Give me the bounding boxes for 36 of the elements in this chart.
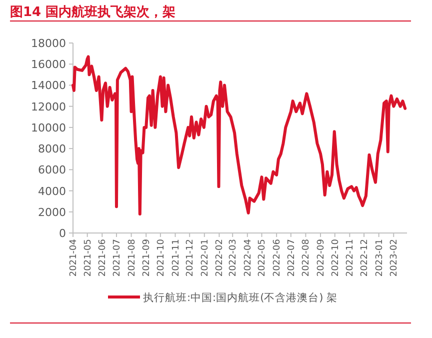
y-tick-label: 8000 — [38, 142, 66, 156]
x-tick-label: 2021-06 — [98, 238, 108, 277]
y-tick-label: 18000 — [31, 37, 66, 50]
y-tick-label: 12000 — [31, 100, 66, 114]
legend-label: 执行航班:中国:国内航班(不含港澳台) 架 — [143, 291, 338, 304]
line-series — [72, 55, 407, 216]
x-tick-label: 2021-10 — [156, 238, 166, 277]
x-tick-label: 2022-02 — [215, 239, 226, 277]
y-tick-label: 16000 — [31, 58, 66, 72]
x-tick-label: 2021-11 — [171, 239, 182, 277]
x-tick-label: 2022-11 — [346, 239, 356, 277]
y-tick-label: 2000 — [38, 206, 66, 219]
y-tick-label: 4000 — [38, 184, 66, 198]
chart-title: 图14 国内航班执飞架次，架 — [10, 4, 176, 20]
x-tick-label: 2021-09 — [142, 238, 152, 277]
x-tick-label: 2021-12 — [186, 239, 196, 277]
y-tick-label: 0 — [59, 227, 66, 240]
x-tick-label: 2022-05 — [258, 239, 268, 277]
x-tick-label: 2022-07 — [286, 239, 297, 277]
x-tick-label: 2022-04 — [243, 238, 254, 277]
x-tick-label: 2022-01 — [200, 239, 210, 277]
x-tick-label: 2021-08 — [127, 238, 138, 277]
x-tick-label: 2021-05 — [83, 239, 94, 277]
x-tick-label: 2022-03 — [228, 239, 239, 277]
x-tick-label: 2022-12 — [360, 239, 370, 277]
x-tick-label: 2023-02 — [390, 239, 400, 277]
x-tick-label: 2022-08 — [302, 238, 312, 277]
x-tick-label: 2022-10 — [330, 238, 341, 277]
x-tick-label: 2023-01 — [374, 239, 385, 277]
x-tick-label: 2021-07 — [112, 239, 122, 277]
y-tick-label: 6000 — [38, 164, 66, 177]
y-tick-label: 10000 — [31, 121, 66, 134]
x-tick-label: 2022-09 — [316, 238, 327, 277]
x-tick-label: 2021-04 — [69, 238, 79, 277]
y-tick-label: 14000 — [31, 79, 66, 92]
x-tick-label: 2022-06 — [272, 238, 283, 277]
